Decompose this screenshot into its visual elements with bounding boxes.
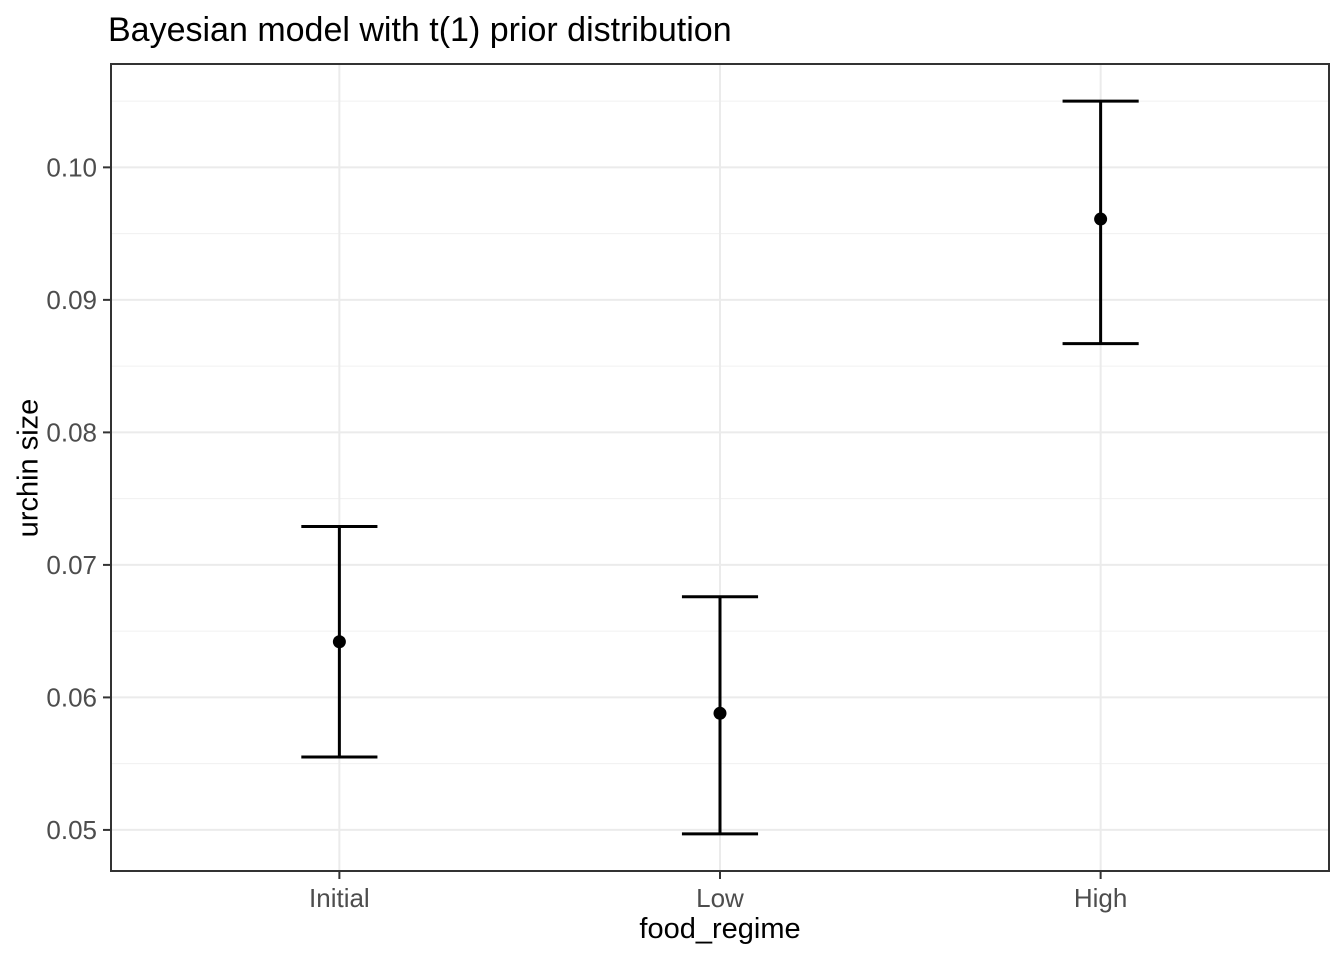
point-low xyxy=(713,706,727,720)
x-tick-label: High xyxy=(1074,883,1127,913)
y-tick-label: 0.10 xyxy=(46,152,97,182)
x-tick-label: Low xyxy=(696,883,744,913)
chart-title: Bayesian model with t(1) prior distribut… xyxy=(108,11,732,49)
y-tick-label: 0.07 xyxy=(46,550,97,580)
y-axis-title: urchin size xyxy=(12,398,45,538)
y-tick-label: 0.05 xyxy=(46,815,97,845)
x-tick-label: Initial xyxy=(309,883,370,913)
y-tick-label: 0.09 xyxy=(46,285,97,315)
point-initial xyxy=(332,635,346,649)
y-tick-label: 0.08 xyxy=(46,417,97,447)
point-high xyxy=(1094,212,1108,226)
x-axis-title: food_regime xyxy=(639,913,801,945)
y-tick-label: 0.06 xyxy=(46,682,97,712)
